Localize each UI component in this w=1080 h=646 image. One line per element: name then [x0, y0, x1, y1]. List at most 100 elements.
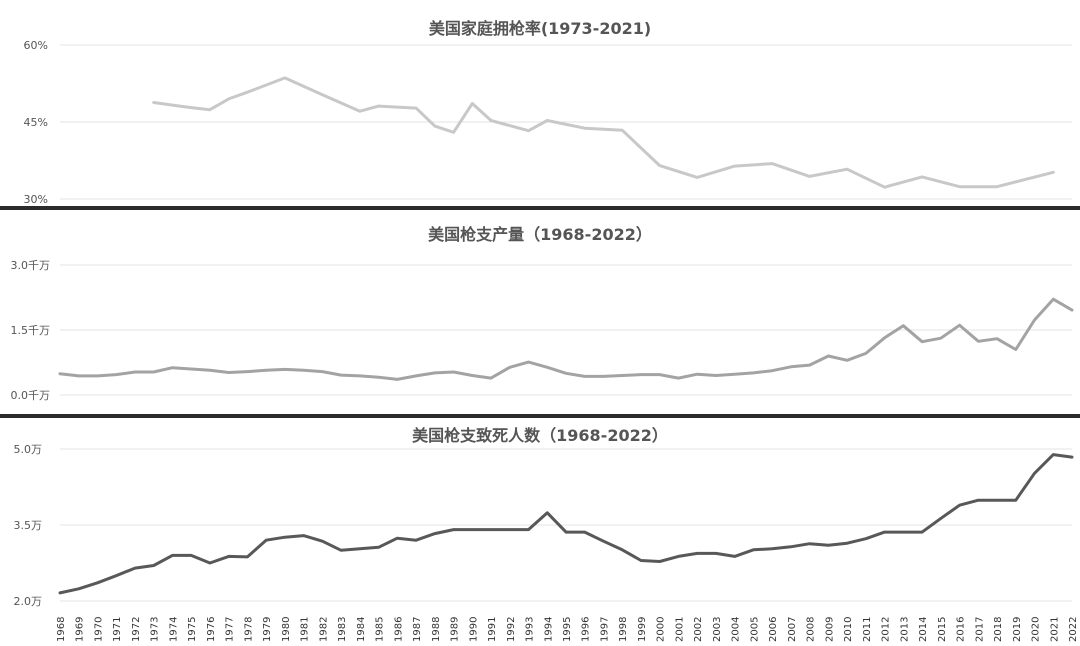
x-tick-label: 1978	[243, 617, 254, 642]
y-tick-label: 3.5万	[14, 519, 43, 532]
shared-x-axis: 1968 1969 1970 1971 1972 1973 1974 1975 1976 1977…	[56, 617, 1079, 642]
x-tick-label: 2007	[787, 617, 798, 642]
data-point	[414, 538, 419, 543]
data-point	[957, 323, 962, 328]
data-point	[751, 370, 756, 375]
data-point	[882, 530, 887, 535]
data-point	[620, 373, 625, 378]
x-tick-label: 1968	[56, 617, 67, 642]
x-tick-label: 2008	[806, 617, 817, 642]
series-line	[58, 297, 1074, 381]
data-point	[807, 363, 812, 368]
data-point	[151, 100, 156, 105]
data-point	[1051, 297, 1056, 302]
chart-panel-3: 5.0万 3.5万 2.0万 美国枪支致死人数（1968-2022）	[14, 426, 1074, 608]
x-tick-label: 2012	[881, 617, 892, 642]
data-point	[995, 336, 1000, 341]
data-point	[526, 128, 531, 133]
data-point	[470, 101, 475, 106]
data-point	[133, 370, 138, 375]
data-point	[414, 106, 419, 111]
x-tick-label: 2009	[824, 617, 835, 642]
data-point	[376, 104, 381, 109]
x-tick-label: 1979	[262, 617, 273, 642]
x-tick-label: 1999	[637, 617, 648, 642]
data-point	[545, 510, 550, 515]
data-point	[732, 554, 737, 559]
x-tick-label: 2004	[731, 617, 742, 642]
x-tick-label: 1990	[468, 617, 479, 642]
data-point	[76, 373, 81, 378]
data-point	[526, 360, 531, 365]
data-point	[920, 530, 925, 535]
data-point	[639, 558, 644, 563]
data-point	[1070, 308, 1075, 313]
data-point	[582, 374, 587, 379]
data-point	[170, 553, 175, 558]
data-point	[920, 174, 925, 179]
data-point	[376, 545, 381, 550]
data-point	[639, 372, 644, 377]
x-tick-label: 2020	[1031, 617, 1042, 642]
chart-title: 美国枪支产量（1968-2022）	[428, 225, 652, 244]
data-point	[489, 527, 494, 532]
data-point	[657, 163, 662, 168]
x-tick-label: 1972	[131, 617, 142, 642]
data-point	[114, 573, 119, 578]
data-point	[170, 365, 175, 370]
data-point	[339, 373, 344, 378]
chart-panel-1: 60% 45% 30% 美国家庭拥枪率(1973-2021)	[0, 19, 1080, 210]
x-tick-label: 1989	[450, 617, 461, 642]
data-point	[507, 365, 512, 370]
y-tick-label: 30%	[24, 193, 48, 206]
data-point	[264, 368, 269, 373]
x-tick-label: 1988	[431, 617, 442, 642]
data-point	[339, 548, 344, 553]
data-point	[320, 539, 325, 544]
data-point	[732, 164, 737, 169]
data-point	[189, 553, 194, 558]
x-tick-label: 1998	[618, 617, 629, 642]
data-point	[301, 368, 306, 373]
data-point	[245, 90, 250, 95]
x-tick-label: 2000	[656, 617, 667, 642]
series-line	[152, 76, 1055, 189]
x-tick-label: 1971	[112, 617, 123, 642]
data-point	[1013, 498, 1018, 503]
data-point	[151, 563, 156, 568]
data-point	[1032, 471, 1037, 476]
data-point	[901, 530, 906, 535]
y-tick-label: 5.0万	[14, 443, 43, 456]
data-point	[845, 541, 850, 546]
data-point	[526, 527, 531, 532]
panel-separator	[0, 206, 1080, 210]
x-tick-label: 2022	[1068, 617, 1079, 642]
data-point	[770, 546, 775, 551]
data-point	[582, 126, 587, 131]
x-tick-label: 1984	[356, 617, 367, 642]
x-tick-label: 1975	[187, 617, 198, 642]
data-point	[264, 538, 269, 543]
data-point	[432, 370, 437, 375]
series-line	[58, 453, 1074, 595]
y-tick-label: 2.0万	[14, 595, 43, 608]
data-point	[489, 376, 494, 381]
data-point	[863, 536, 868, 541]
data-point	[882, 335, 887, 340]
y-tick-label: 3.0千万	[11, 259, 51, 272]
x-tick-label: 2001	[674, 617, 685, 642]
x-tick-label: 2002	[693, 617, 704, 642]
x-tick-label: 2006	[768, 617, 779, 642]
data-point	[826, 543, 831, 548]
x-tick-label: 2015	[937, 617, 948, 642]
data-point	[957, 503, 962, 508]
data-point	[1051, 452, 1056, 457]
data-point	[882, 185, 887, 190]
data-point	[114, 372, 119, 377]
x-tick-label: 1980	[281, 617, 292, 642]
data-point	[582, 530, 587, 535]
data-point	[170, 103, 175, 108]
data-point	[601, 374, 606, 379]
data-point	[788, 364, 793, 369]
data-point	[657, 372, 662, 377]
